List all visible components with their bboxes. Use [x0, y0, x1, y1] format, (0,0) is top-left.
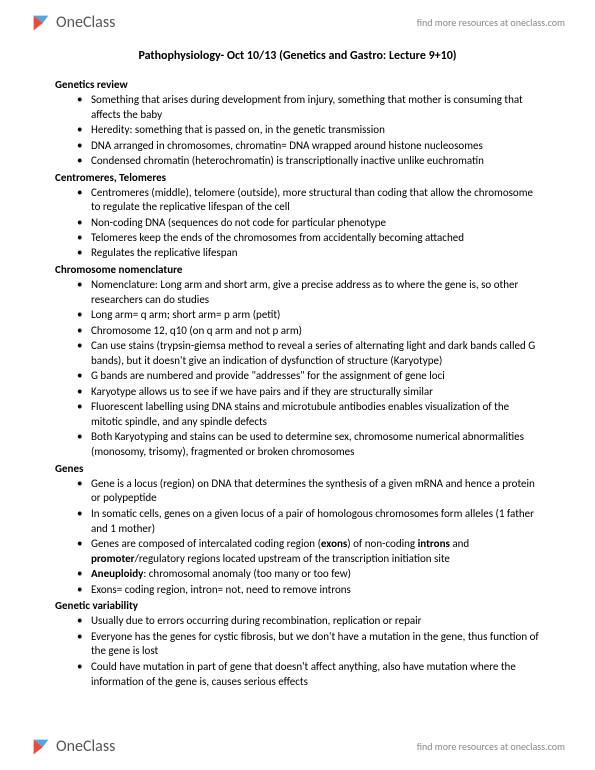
list-item: Genes are composed of intercalated codin…	[91, 537, 540, 567]
list-item: Exons= coding region, intron= not, need …	[91, 583, 540, 598]
list-item: Long arm= q arm; short arm= p arm (petit…	[91, 308, 540, 323]
logo-icon	[30, 12, 52, 34]
list-item: Can use stains (trypsin-giemsa method to…	[91, 339, 540, 369]
section-heading: Genetics review	[55, 78, 540, 93]
list-item: Nomenclature: Long arm and short arm, gi…	[91, 278, 540, 308]
bullet-list: Usually due to errors occurring during r…	[55, 614, 540, 689]
list-item: Both Karyotyping and stains can be used …	[91, 430, 540, 460]
bullet-list: Something that arises during development…	[55, 93, 540, 169]
logo-icon	[30, 736, 52, 758]
list-item: Usually due to errors occurring during r…	[91, 614, 540, 629]
list-item: In somatic cells, genes on a given locus…	[91, 507, 540, 537]
list-item: Centromeres (middle), telomere (outside)…	[91, 186, 540, 216]
brand-logo-footer: OneClass	[30, 736, 115, 758]
brand-logo: OneClass	[30, 12, 115, 34]
list-item: DNA arranged in chromosomes, chromatin= …	[91, 139, 540, 154]
list-item: Gene is a locus (region) on DNA that det…	[91, 477, 540, 507]
footer-tagline: find more resources at oneclass.com	[417, 740, 565, 754]
list-item: Something that arises during development…	[91, 93, 540, 123]
list-item: Chromosome 12, q10 (on q arm and not p a…	[91, 324, 540, 339]
list-item: Aneuploidy: chromosomal anomaly (too man…	[91, 567, 540, 582]
list-item: Telomeres keep the ends of the chromosom…	[91, 231, 540, 246]
section-heading: Genetic variability	[55, 599, 540, 614]
list-item: Condensed chromatin (heterochromatin) is…	[91, 154, 540, 169]
list-item: Karyotype allows us to see if we have pa…	[91, 385, 540, 400]
bullet-list: Gene is a locus (region) on DNA that det…	[55, 477, 540, 598]
brand-name: OneClass	[56, 736, 115, 758]
list-item: Heredity: something that is passed on, i…	[91, 123, 540, 138]
brand-name: OneClass	[56, 12, 115, 34]
section-heading: Centromeres, Telomeres	[55, 171, 540, 186]
list-item: Fluorescent labelling using DNA stains a…	[91, 400, 540, 430]
page-header: OneClass find more resources at oneclass…	[0, 0, 595, 42]
sections-container: Genetics reviewSomething that arises dur…	[55, 78, 540, 689]
section-heading: Chromosome nomenclature	[55, 263, 540, 278]
bullet-list: Centromeres (middle), telomere (outside)…	[55, 186, 540, 262]
list-item: Non-coding DNA (sequences do not code fo…	[91, 216, 540, 231]
list-item: Could have mutation in part of gene that…	[91, 660, 540, 690]
header-tagline: find more resources at oneclass.com	[417, 16, 565, 30]
page-title: Pathophysiology- Oct 10/13 (Genetics and…	[55, 48, 540, 64]
bullet-list: Nomenclature: Long arm and short arm, gi…	[55, 278, 540, 460]
section-heading: Genes	[55, 462, 540, 477]
list-item: Regulates the replicative lifespan	[91, 246, 540, 261]
page-footer: OneClass find more resources at oneclass…	[0, 728, 595, 770]
document-body: Pathophysiology- Oct 10/13 (Genetics and…	[0, 42, 595, 689]
list-item: Everyone has the genes for cystic fibros…	[91, 630, 540, 660]
list-item: G bands are numbered and provide "addres…	[91, 369, 540, 384]
